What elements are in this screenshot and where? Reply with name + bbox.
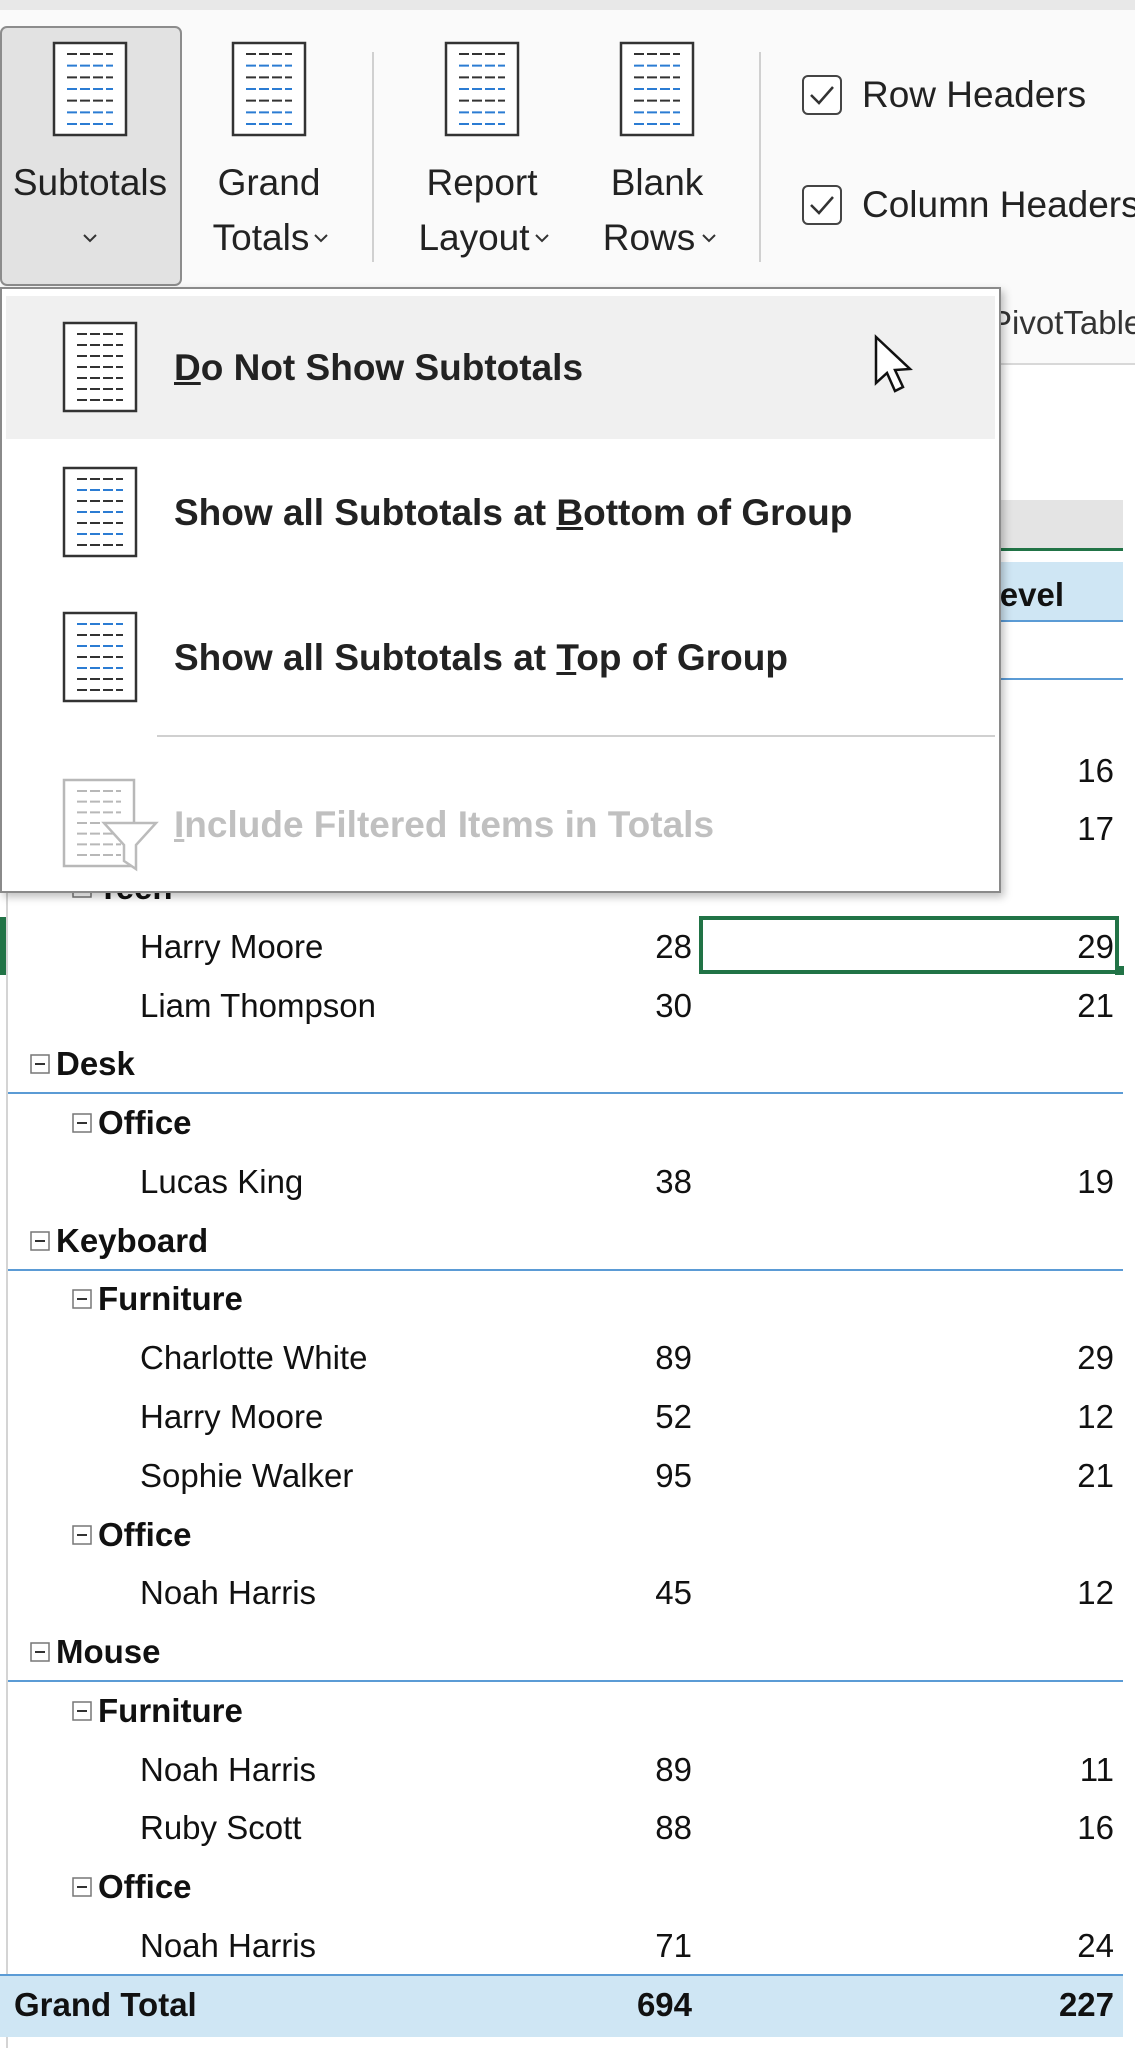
row-label: Lucas King [140, 1162, 304, 1200]
value-cell: 19 [1077, 1162, 1114, 1200]
grand-total-value: 227 [1058, 1985, 1114, 2023]
checkbox-label[interactable]: Row Headers [862, 74, 1087, 115]
collapse-button [30, 1054, 50, 1075]
menu-item[interactable]: Do Not Show Subtotals [174, 347, 584, 388]
value-cell: 71 [655, 1926, 692, 1964]
value-cell: 17 [1077, 810, 1114, 848]
row-label: Liam Thompson [140, 986, 377, 1024]
value-cell: 11 [1079, 1750, 1114, 1788]
column-header [999, 500, 1123, 551]
grand-total-label: Grand Total [14, 1985, 197, 2023]
group-line [8, 1680, 1123, 1683]
checkbox [802, 185, 842, 225]
filter-icon [101, 821, 159, 872]
row-label[interactable]: Office [98, 1515, 192, 1553]
value-cell: 28 [655, 927, 692, 965]
value-cell: 29 [1077, 927, 1114, 965]
icon [62, 321, 138, 413]
selected-cell[interactable] [699, 915, 1119, 974]
value-cell: 30 [655, 986, 692, 1024]
checkbox-label[interactable]: Column Headers [862, 184, 1135, 225]
ribbon-button-label[interactable]: Blank [610, 162, 704, 203]
row-label[interactable]: Keyboard [56, 1221, 209, 1259]
value-cell: 95 [655, 1456, 692, 1494]
icon [444, 41, 520, 137]
value-cell: 38 [655, 1162, 692, 1200]
collapse-button [30, 1230, 50, 1251]
chevron [314, 234, 328, 243]
group-label: PivotTable Style Options [990, 304, 1135, 341]
menu-item[interactable]: Show all Subtotals at Top of Group [174, 637, 788, 678]
collapse-button [72, 1289, 92, 1310]
value-cell: 24 [1077, 1926, 1114, 1964]
value-cell: 12 [1077, 1397, 1114, 1435]
menu-item-highlight [6, 296, 995, 439]
ribbon-button-label[interactable]: Report [426, 162, 538, 203]
row-label[interactable]: Mouse [56, 1633, 161, 1671]
value-cell: 89 [655, 1750, 692, 1788]
fill-handle [1115, 965, 1124, 975]
subtotals-menu: Do Not Show Subtotals Show all Subtotals … [0, 287, 1001, 893]
row-label: Harry Moore [140, 1397, 324, 1435]
value-cell: 52 [655, 1397, 692, 1435]
separator [372, 52, 374, 262]
ribbon-button-label[interactable]: Layout [418, 217, 530, 258]
value-cell: 45 [655, 1574, 692, 1612]
group-line [8, 1092, 1123, 1095]
sheet-edge [6, 880, 8, 2048]
icon [62, 611, 138, 703]
value-cell: 29 [1077, 1339, 1114, 1377]
row-label[interactable]: Office [98, 1104, 192, 1142]
collapse-button [30, 1642, 50, 1662]
separator [759, 52, 761, 262]
ribbon-button-label[interactable]: Subtotals [12, 162, 168, 203]
row-label: Harry Moore [140, 927, 324, 965]
collapse-button [72, 1113, 92, 1133]
grand-total-band [0, 1973, 1123, 2037]
menu-item[interactable]: Show all Subtotals at Bottom of Group [174, 492, 853, 533]
ribbon-button-label[interactable]: Rows [602, 217, 696, 258]
icon [52, 41, 128, 137]
checkbox [802, 75, 842, 115]
icon [231, 41, 307, 137]
row-label: Sophie Walker [140, 1456, 354, 1494]
value-cell: 21 [1077, 986, 1114, 1024]
value-cell: 89 [655, 1339, 692, 1377]
collapse-button [72, 1524, 92, 1545]
value-cell: 12 [1077, 1574, 1114, 1612]
value-cell: 16 [1077, 751, 1114, 789]
collapse-button [72, 1701, 92, 1721]
group-line [8, 1268, 1123, 1271]
row-label: Charlotte White [140, 1339, 368, 1377]
ribbon-button-label[interactable]: Totals [212, 217, 310, 258]
row-label[interactable]: Office [98, 1868, 192, 1906]
chevron [535, 234, 549, 243]
grand-total-value: 694 [636, 1985, 692, 2023]
row-label: Noah Harris [140, 1750, 317, 1788]
row-label: Noah Harris [140, 1574, 317, 1612]
mouse-cursor [874, 334, 913, 393]
menu-separator [157, 735, 995, 737]
collapse-button [72, 1877, 92, 1897]
value-cell: 88 [655, 1809, 692, 1847]
chevron [702, 234, 716, 243]
row-label[interactable]: Furniture [98, 1691, 243, 1729]
row-label: Ruby Scott [140, 1809, 302, 1847]
row-label: Noah Harris [140, 1926, 317, 1964]
chevron [83, 234, 97, 243]
value-cell: 21 [1077, 1456, 1114, 1494]
row-label[interactable]: Desk [56, 1045, 135, 1083]
ribbon-button-label[interactable]: Grand [217, 162, 321, 203]
icon [619, 41, 695, 137]
top-strip [0, 0, 1135, 10]
row-label[interactable]: Furniture [98, 1280, 243, 1318]
active-row-marker [0, 916, 6, 975]
menu-item: Include Filtered Items in Totals [174, 804, 715, 845]
icon [62, 466, 138, 558]
value-cell: 16 [1077, 1809, 1114, 1847]
